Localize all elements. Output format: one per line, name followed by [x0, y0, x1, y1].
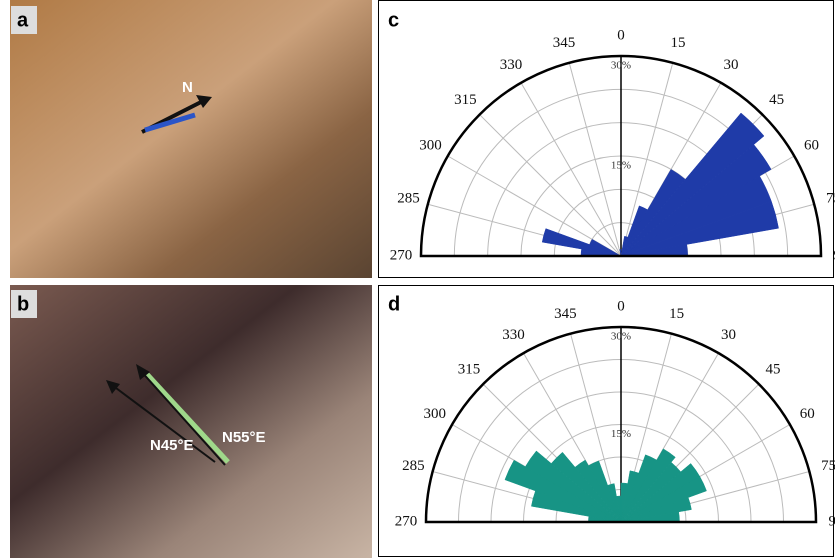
petal: [607, 483, 622, 523]
annotation: N55°E: [222, 429, 266, 446]
chart-frame: [378, 0, 834, 278]
compass: [144, 112, 196, 133]
petal: [620, 112, 765, 257]
label-box: [11, 6, 37, 34]
petal: [589, 238, 622, 257]
angle-label: 330: [500, 57, 523, 73]
angle-label: 90: [829, 513, 835, 529]
angle-label: 75: [821, 458, 835, 474]
angle-label: 75: [826, 190, 835, 206]
radial-label: 30%: [611, 60, 631, 72]
petal: [620, 200, 779, 257]
spoke: [479, 114, 622, 257]
angle-label: 45: [766, 361, 781, 377]
panel-label: c: [388, 9, 399, 31]
angle-label: 45: [769, 92, 784, 108]
arrow: [111, 384, 216, 463]
angle-label: 300: [419, 137, 442, 153]
petal: [524, 450, 622, 523]
angle-label: 315: [454, 92, 477, 108]
angle-label: 270: [395, 513, 418, 529]
angle-label: 285: [397, 190, 420, 206]
petal: [574, 459, 622, 523]
arrow: [139, 369, 226, 466]
outline: [424, 325, 818, 524]
petal: [620, 448, 676, 523]
panel-label: a: [17, 9, 29, 31]
arrowhead: [106, 380, 120, 394]
petal: [550, 451, 622, 523]
angle-label: 15: [669, 306, 684, 322]
angle-label: 0: [617, 298, 625, 314]
angle-label: 270: [390, 247, 413, 263]
compass: [143, 370, 230, 464]
petal: [619, 249, 622, 257]
label-box: [11, 290, 37, 318]
angle-label: 15: [670, 35, 685, 51]
angle-label: 330: [502, 327, 525, 343]
spoke: [620, 62, 674, 257]
radial-label: 15%: [611, 428, 631, 440]
angle-label: 0: [617, 27, 625, 43]
angle-label: 285: [402, 458, 425, 474]
arrowhead: [136, 364, 150, 380]
radial-label: 15%: [611, 160, 631, 172]
petal: [620, 476, 707, 523]
panel-label: d: [388, 293, 400, 315]
petal: [620, 497, 692, 523]
photo-a: [10, 0, 372, 278]
radial-label: 30%: [611, 331, 631, 343]
spoke: [568, 62, 622, 257]
annotation: N45°E: [150, 437, 194, 454]
petal: [504, 459, 622, 523]
angle-label: 345: [553, 35, 576, 51]
angle-label: 315: [458, 361, 481, 377]
angle-label: 30: [724, 57, 739, 73]
angle-label: 60: [800, 406, 815, 422]
petal: [588, 460, 622, 523]
annotation: N: [182, 79, 193, 96]
arrowhead: [196, 95, 212, 108]
angle-label: 90: [834, 247, 835, 263]
outline: [419, 54, 823, 258]
petal: [541, 228, 622, 257]
angle-label: 30: [721, 327, 736, 343]
panel-label: b: [17, 293, 29, 315]
angle-label: 60: [804, 137, 819, 153]
angle-label: 345: [554, 306, 577, 322]
angle-label: 300: [424, 406, 447, 422]
spoke: [520, 82, 622, 257]
petal: [620, 144, 772, 257]
